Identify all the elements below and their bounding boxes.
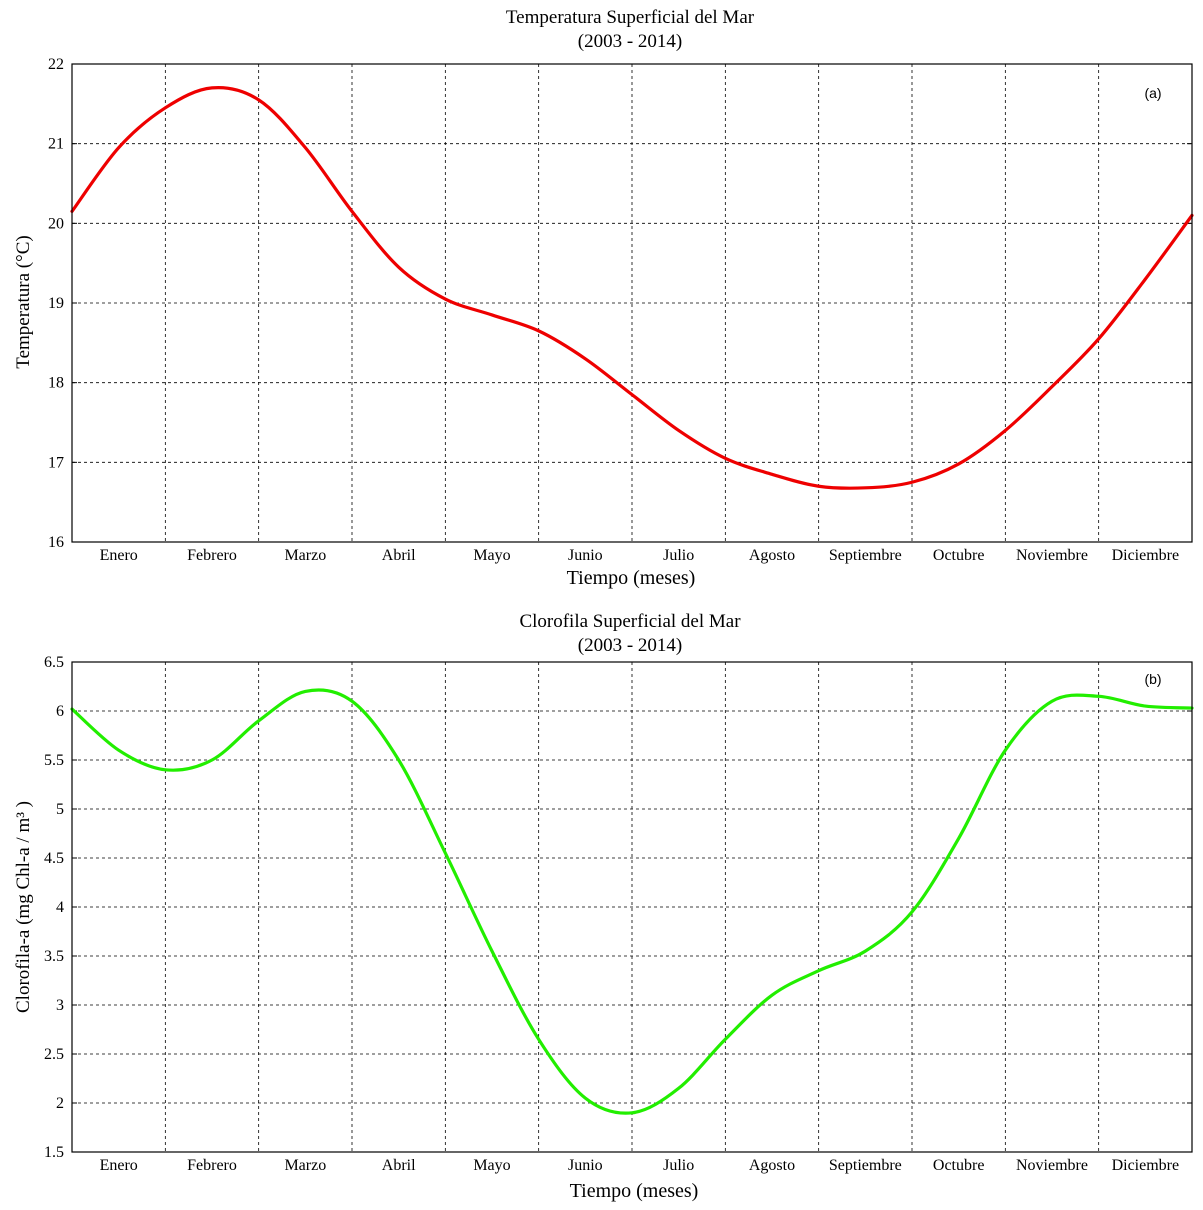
y-tick-label: 16 [48, 534, 64, 551]
y-tick-label: 3 [56, 997, 64, 1014]
x-tick-label: Noviembre [1016, 547, 1088, 564]
series-line [70, 86, 1194, 490]
y-tick-label: 3.5 [44, 948, 64, 965]
x-tick-label: Junio [568, 1157, 603, 1174]
y-tick-label: 21 [48, 136, 64, 153]
x-tick-label: Abril [382, 547, 416, 564]
series-line [70, 688, 1194, 1115]
panel-label: (a) [1144, 85, 1161, 101]
x-tick-label: Mayo [473, 1157, 510, 1174]
x-tick-label: Diciembre [1112, 547, 1180, 564]
x-tick-label: Marzo [284, 1157, 326, 1174]
x-axis-label: Tiempo (meses) [567, 567, 696, 589]
y-tick-label: 18 [48, 375, 64, 392]
x-tick-label: Diciembre [1112, 1157, 1180, 1174]
y-tick-label: 4 [56, 899, 64, 916]
x-tick-label: Noviembre [1016, 1157, 1088, 1174]
y-tick-label: 5.5 [44, 752, 64, 769]
y-tick-label: 2.5 [44, 1046, 64, 1063]
y-axis-label: Clorofila-a (mg Chl-a / m³ ) [13, 801, 34, 1013]
x-axis-label: Tiempo (meses) [570, 1180, 699, 1202]
chlorophyll-panel: Clorofila Superficial del Mar (2003 - 20… [13, 611, 1194, 1202]
x-tick-label: Febrero [187, 1157, 237, 1174]
y-tick-label: 20 [48, 215, 64, 232]
chart-title: Clorofila Superficial del Mar [519, 611, 741, 632]
temperature-panel: Temperatura Superficial del Mar (2003 - … [13, 7, 1194, 589]
x-tick-label: Mayo [473, 547, 510, 564]
x-tick-label: Julio [663, 1157, 694, 1174]
chart-subtitle: (2003 - 2014) [578, 635, 682, 656]
x-tick-label: Febrero [187, 547, 237, 564]
y-tick-label: 17 [48, 454, 64, 471]
plot-frame [71, 661, 1193, 1153]
x-tick-label: Octubre [933, 547, 985, 564]
x-tick-label: Abril [382, 1157, 416, 1174]
chart-subtitle: (2003 - 2014) [578, 31, 682, 52]
y-tick-label: 4.5 [44, 850, 64, 867]
x-tick-label: Enero [100, 1157, 138, 1174]
panel-label: (b) [1144, 671, 1161, 687]
x-tick-label: Octubre [933, 1157, 985, 1174]
y-tick-label: 5 [56, 801, 64, 818]
y-axis-label: Temperatura (°C) [13, 235, 34, 368]
x-tick-label: Septiembre [829, 547, 902, 564]
x-tick-label: Enero [100, 547, 138, 564]
x-tick-label: Agosto [749, 547, 795, 564]
x-tick-label: Julio [663, 547, 694, 564]
y-tick-label: 22 [48, 56, 64, 73]
x-tick-label: Junio [568, 547, 603, 564]
x-tick-label: Agosto [749, 1157, 795, 1174]
y-tick-label: 19 [48, 295, 64, 312]
x-tick-label: Marzo [284, 547, 326, 564]
x-tick-label: Septiembre [829, 1157, 902, 1174]
chart-title: Temperatura Superficial del Mar [506, 7, 755, 28]
plot-frame [71, 63, 1193, 543]
y-tick-label: 6 [56, 703, 64, 720]
y-tick-label: 2 [56, 1095, 64, 1112]
y-tick-label: 1.5 [44, 1144, 64, 1161]
y-tick-label: 6.5 [44, 654, 64, 671]
